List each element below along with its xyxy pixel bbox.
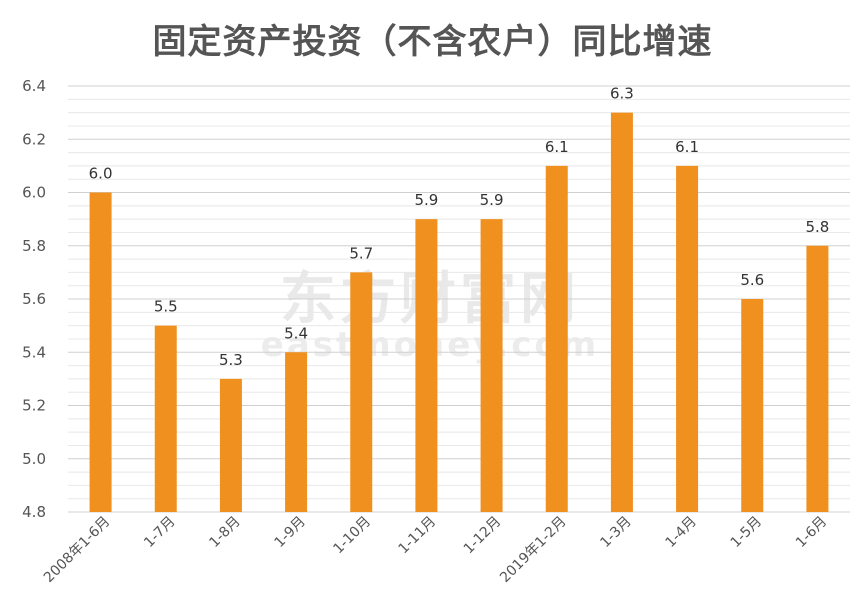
y-axis-ticks: 4.8 5.0 5.2 5.4 5.6 5.8 6.0 6.2 6.4: [22, 77, 46, 521]
y-tick-label: 4.8: [22, 503, 46, 521]
data-label: 5.8: [805, 218, 829, 236]
y-tick-label: 5.6: [22, 290, 46, 308]
bar: [285, 352, 308, 512]
bar: [806, 245, 829, 512]
data-label: 6.1: [675, 138, 699, 156]
bar: [154, 325, 177, 512]
gridlines: [68, 85, 850, 513]
x-tick-label: 1-3月: [597, 514, 634, 551]
data-label: 5.7: [349, 244, 373, 262]
y-tick-label: 6.4: [22, 77, 46, 95]
bar: [480, 219, 503, 512]
data-label: 5.9: [480, 191, 504, 209]
bar: [219, 378, 242, 512]
bar: [89, 192, 112, 512]
bars: [89, 112, 829, 512]
x-tick-label: 2019年1-2月: [497, 514, 569, 586]
x-tick-label: 1-10月: [330, 514, 374, 558]
x-axis-ticks: 2008年1-6月 1-7月 1-8月 1-9月 1-10月 1-11月 1-12月2019…: [41, 514, 830, 586]
bar: [610, 112, 633, 512]
data-label: 5.4: [284, 324, 308, 342]
x-tick-label: 1-9月: [272, 514, 309, 551]
bar: [676, 165, 699, 512]
data-labels: 6.0 5.5 5.3 5.4 5.7 5.9 5.9 6.1 6.3 6.1 5.6 5.8: [89, 85, 830, 369]
data-label: 6.0: [89, 165, 113, 183]
data-label: 5.5: [154, 298, 178, 316]
bar: [741, 299, 764, 512]
y-tick-label: 5.2: [22, 397, 46, 415]
x-tick-label: 1-6月: [793, 514, 830, 551]
data-label: 5.9: [414, 191, 438, 209]
data-label: 6.1: [545, 138, 569, 156]
chart-title: 固定资产投资（不含农户）同比增速: [152, 22, 713, 62]
x-tick-label: 1-4月: [663, 514, 700, 551]
data-label: 6.3: [610, 85, 634, 103]
data-label: 5.6: [740, 271, 764, 289]
bar: [415, 219, 438, 512]
y-tick-label: 5.0: [22, 450, 46, 468]
x-tick-label: 1-11月: [396, 514, 440, 558]
bar: [350, 272, 373, 512]
y-tick-label: 6.0: [22, 184, 46, 202]
y-tick-label: 6.2: [22, 130, 46, 148]
x-tick-label: 2008年1-6月: [41, 514, 113, 586]
bar: [545, 165, 568, 512]
x-tick-label: 1-12月: [461, 514, 505, 558]
x-tick-label: 1-7月: [141, 514, 178, 551]
x-tick-label: 1-8月: [206, 514, 243, 551]
y-tick-label: 5.4: [22, 343, 46, 361]
data-label: 5.3: [219, 351, 243, 369]
x-tick-label: 1-5月: [728, 514, 765, 551]
y-tick-label: 5.8: [22, 237, 46, 255]
